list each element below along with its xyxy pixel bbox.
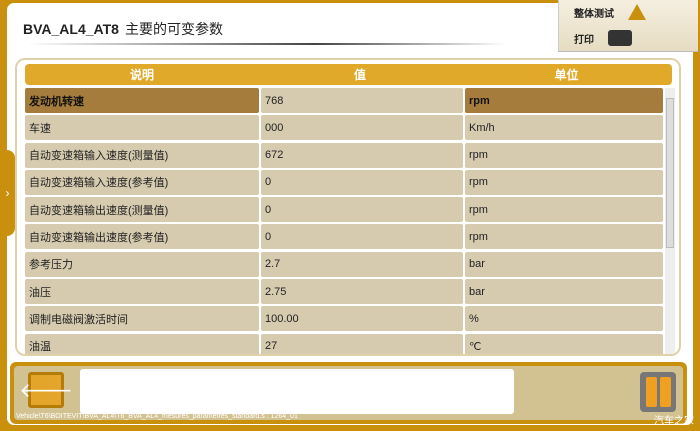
row-value: 0 [261, 169, 463, 195]
row-description: 车速 [25, 115, 259, 141]
global-test-tab[interactable]: 整体测试 [574, 4, 646, 20]
header-value: 值 [353, 68, 366, 82]
table-row[interactable]: 油温 27 ℃ [25, 333, 665, 354]
table-row[interactable]: 油压 2.75 bar [25, 279, 665, 305]
table-row[interactable]: 车速 000 Km/h [25, 115, 665, 141]
row-value: 27 [261, 333, 463, 354]
watermark: 汽车之家 [654, 416, 694, 427]
script-path: Vehicle\T6\BOITEVIT\BVA_AL4\T6_BVA_AL4_m… [16, 413, 298, 420]
pause-icon [645, 377, 657, 407]
row-value: 0 [261, 197, 463, 223]
row-unit: ℃ [465, 333, 663, 354]
row-value: 0 [261, 224, 463, 250]
row-description: 参考压力 [25, 251, 259, 277]
row-unit: rpm [465, 142, 663, 168]
bottom-bar: 🡐 Vehicle\T6\BOITEVIT\BVA_AL4\T6_BVA_AL4… [10, 362, 687, 424]
row-description: 油温 [25, 333, 259, 354]
row-description: 自动变速箱输出速度(参考值) [25, 224, 259, 250]
table-header: 说明 值 单位 [25, 64, 672, 85]
row-unit: Km/h [465, 115, 663, 141]
table-row[interactable]: 自动变速箱输出速度(测量值) 0 rpm [25, 197, 665, 223]
table-row[interactable]: 参考压力 2.7 bar [25, 251, 665, 277]
row-description: 调制电磁阀激活时间 [25, 306, 259, 332]
arrow-left-icon: 🡐 [19, 379, 73, 402]
row-unit: bar [465, 251, 663, 277]
back-button[interactable]: 🡐 [19, 372, 73, 408]
top-tabs: 整体测试 打印 [558, 0, 698, 52]
table-row[interactable]: 发动机转速 768 rpm [25, 88, 665, 113]
row-value: 000 [261, 115, 463, 141]
row-value: 100.00 [261, 306, 463, 332]
row-value: 2.75 [261, 279, 463, 305]
row-unit: rpm [465, 88, 663, 113]
page-title: BVA_AL4_AT8 主要的可变参数 [23, 21, 223, 37]
row-description: 自动变速箱输入速度(测量值) [25, 142, 259, 168]
row-unit: rpm [465, 169, 663, 195]
warning-icon [628, 4, 646, 20]
row-value: 672 [261, 142, 463, 168]
side-expand-tab[interactable]: › [0, 150, 15, 236]
pause-button[interactable] [640, 372, 676, 412]
row-value: 768 [261, 88, 463, 113]
row-unit: rpm [465, 224, 663, 250]
header-description: 说明 [129, 68, 154, 82]
row-value: 2.7 [261, 251, 463, 277]
parameter-table: 说明 值 单位 发动机转速 768 rpm 车速 000 Km/h 自动变速箱输入速度(测量… [15, 58, 681, 356]
row-description: 自动变速箱输入速度(参考值) [25, 169, 259, 195]
table-row[interactable]: 自动变速箱输入速度(测量值) 672 rpm [25, 142, 665, 168]
row-unit: % [465, 306, 663, 332]
row-unit: rpm [465, 197, 663, 223]
row-description: 自动变速箱输出速度(测量值) [25, 197, 259, 223]
row-description: 发动机转速 [25, 88, 259, 113]
scrollbar[interactable] [665, 88, 675, 354]
row-unit: bar [465, 279, 663, 305]
header-unit: 单位 [554, 68, 579, 82]
row-description: 油压 [25, 279, 259, 305]
table-row[interactable]: 自动变速箱输出速度(参考值) 0 rpm [25, 224, 665, 250]
message-area [80, 369, 514, 414]
table-row[interactable]: 调制电磁阀激活时间 100.00% [25, 306, 665, 332]
print-tab[interactable]: 打印 [574, 30, 632, 46]
printer-icon [608, 30, 632, 46]
scrollbar-thumb[interactable] [666, 98, 674, 248]
table-row[interactable]: 自动变速箱输入速度(参考值) 0 rpm [25, 169, 665, 195]
title-divider [27, 43, 507, 45]
